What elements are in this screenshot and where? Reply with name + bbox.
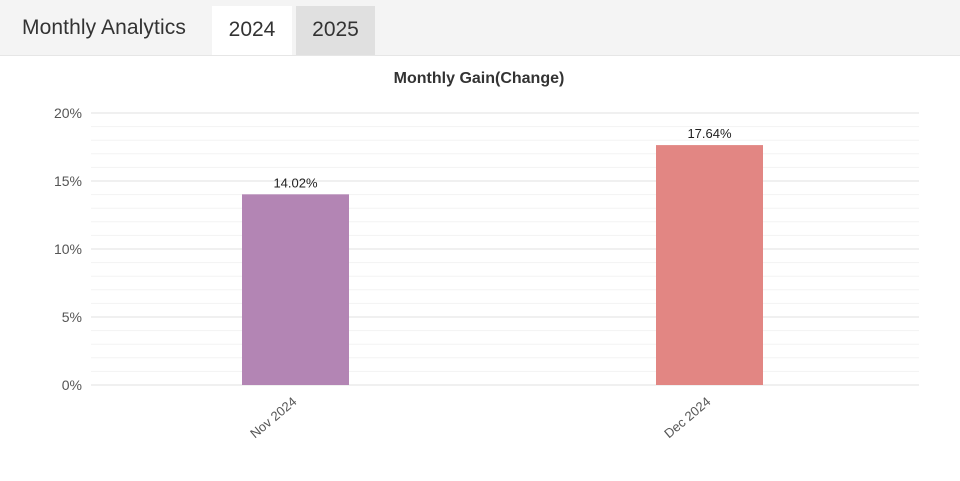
header-bar: Monthly Analytics 2024 2025: [0, 0, 960, 56]
bars: [242, 145, 763, 385]
x-tick-label: Nov 2024: [247, 394, 299, 441]
bar-2: [656, 145, 763, 385]
app-title: Monthly Analytics: [22, 16, 186, 39]
x-tick-label: Dec 2024: [661, 394, 713, 441]
tab-2024[interactable]: 2024: [212, 6, 292, 55]
bar-value-label: 14.02%: [273, 175, 318, 190]
y-axis: 0% 5% 10% 15% 20%: [54, 105, 82, 393]
chart-title: Monthly Gain(Change): [394, 70, 565, 87]
y-tick-label: 5%: [62, 309, 82, 325]
tab-2025[interactable]: 2025: [296, 6, 375, 55]
bar-value-label: 17.64%: [687, 126, 732, 141]
y-tick-label: 20%: [54, 105, 82, 121]
data-labels: 14.02% 17.64%: [273, 126, 732, 190]
y-tick-label: 15%: [54, 173, 82, 189]
bar-1: [242, 194, 349, 385]
x-axis: Nov 2024 Dec 2024: [247, 394, 713, 441]
y-tick-label: 0%: [62, 377, 82, 393]
chart-panel: Monthly Gain(Change) 0% 5% 10% 15% 20% 14.02…: [0, 56, 960, 481]
grid-lines: [91, 112, 919, 386]
bar-chart: Monthly Gain(Change) 0% 5% 10% 15% 20% 14.02…: [54, 70, 919, 441]
y-tick-label: 10%: [54, 241, 82, 257]
